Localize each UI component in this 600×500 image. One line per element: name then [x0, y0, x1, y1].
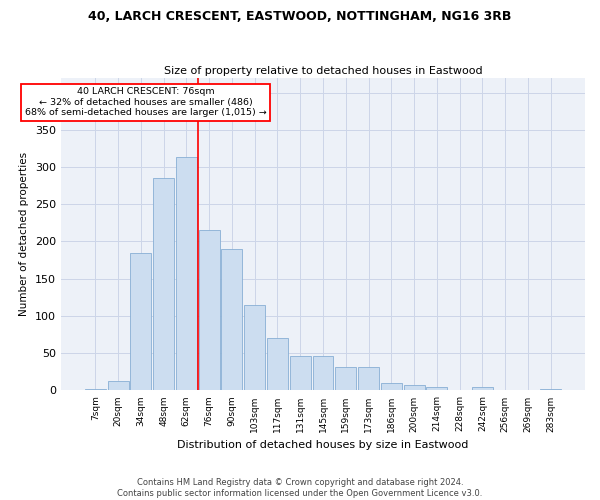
- Bar: [358, 366, 379, 390]
- Text: 40, LARCH CRESCENT, EASTWOOD, NOTTINGHAM, NG16 3RB: 40, LARCH CRESCENT, EASTWOOD, NOTTINGHAM…: [88, 10, 512, 23]
- Bar: [267, 338, 288, 390]
- Title: Size of property relative to detached houses in Eastwood: Size of property relative to detached ho…: [164, 66, 482, 76]
- Bar: [290, 356, 311, 390]
- Text: Contains HM Land Registry data © Crown copyright and database right 2024.
Contai: Contains HM Land Registry data © Crown c…: [118, 478, 482, 498]
- Bar: [130, 252, 151, 390]
- Bar: [221, 249, 242, 390]
- Bar: [404, 385, 425, 390]
- Bar: [199, 230, 220, 390]
- Bar: [335, 366, 356, 390]
- Y-axis label: Number of detached properties: Number of detached properties: [19, 152, 29, 316]
- Bar: [107, 380, 128, 390]
- Bar: [472, 386, 493, 390]
- Bar: [85, 389, 106, 390]
- Bar: [427, 388, 448, 390]
- Bar: [540, 389, 561, 390]
- Text: 40 LARCH CRESCENT: 76sqm
← 32% of detached houses are smaller (486)
68% of semi-: 40 LARCH CRESCENT: 76sqm ← 32% of detach…: [25, 88, 266, 117]
- Bar: [176, 158, 197, 390]
- Bar: [381, 383, 402, 390]
- Bar: [244, 305, 265, 390]
- X-axis label: Distribution of detached houses by size in Eastwood: Distribution of detached houses by size …: [178, 440, 469, 450]
- Bar: [313, 356, 334, 390]
- Bar: [153, 178, 174, 390]
